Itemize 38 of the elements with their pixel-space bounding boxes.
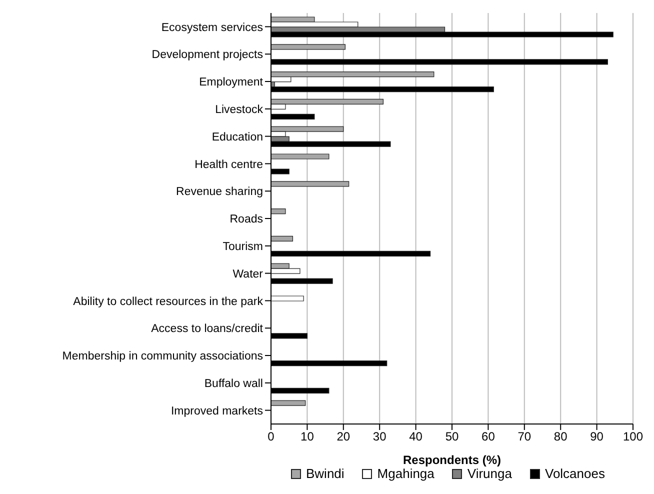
y-tick-label: Buffalo wall bbox=[204, 378, 263, 390]
bar bbox=[271, 154, 330, 160]
x-tick-label: 20 bbox=[336, 430, 350, 444]
bar bbox=[271, 44, 346, 50]
legend-label: Virunga bbox=[467, 466, 512, 481]
y-tick-label: Water bbox=[232, 268, 264, 280]
legend-label: Bwindi bbox=[306, 466, 344, 481]
y-tick-label: Ability to collect resources in the park bbox=[73, 296, 264, 308]
y-tick-label: Ecosystem services bbox=[161, 22, 264, 34]
legend-label: Volcanoes bbox=[544, 466, 605, 481]
x-tick-label: 70 bbox=[518, 430, 532, 444]
y-tick-label: Health centre bbox=[194, 158, 263, 171]
x-tick-label: 60 bbox=[482, 430, 496, 444]
y-tick-label: Tourism bbox=[222, 240, 263, 253]
y-tick-label: Development projects bbox=[152, 49, 264, 62]
bar bbox=[271, 296, 304, 302]
y-tick-label: Roads bbox=[230, 214, 264, 226]
x-tick-label: 100 bbox=[622, 430, 644, 444]
y-tick-label: Revenue sharing bbox=[176, 186, 263, 198]
y-tick-label: Membership in community associations bbox=[62, 350, 264, 363]
y-tick-label: Education bbox=[212, 131, 263, 144]
y-tick-label: Livestock bbox=[215, 104, 264, 116]
x-tick-label: 90 bbox=[590, 430, 604, 444]
x-axis-title: Respondents (%) bbox=[402, 453, 502, 467]
y-tick-label: Access to loans/credit bbox=[151, 323, 264, 336]
x-tick-label: 40 bbox=[409, 430, 423, 444]
bar bbox=[271, 181, 350, 187]
bar bbox=[271, 236, 294, 242]
legend-label: Mgahinga bbox=[377, 466, 434, 481]
x-tick-label: 0 bbox=[268, 430, 275, 444]
y-tick-label: Employment bbox=[199, 76, 264, 89]
x-tick-label: 10 bbox=[300, 430, 314, 444]
x-tick-label: 80 bbox=[554, 430, 568, 444]
bar bbox=[271, 208, 286, 214]
y-tick-label: Improved markets bbox=[170, 405, 264, 418]
bar bbox=[271, 400, 306, 406]
x-tick-label: 50 bbox=[445, 430, 459, 444]
x-tick-label: 30 bbox=[372, 430, 387, 444]
